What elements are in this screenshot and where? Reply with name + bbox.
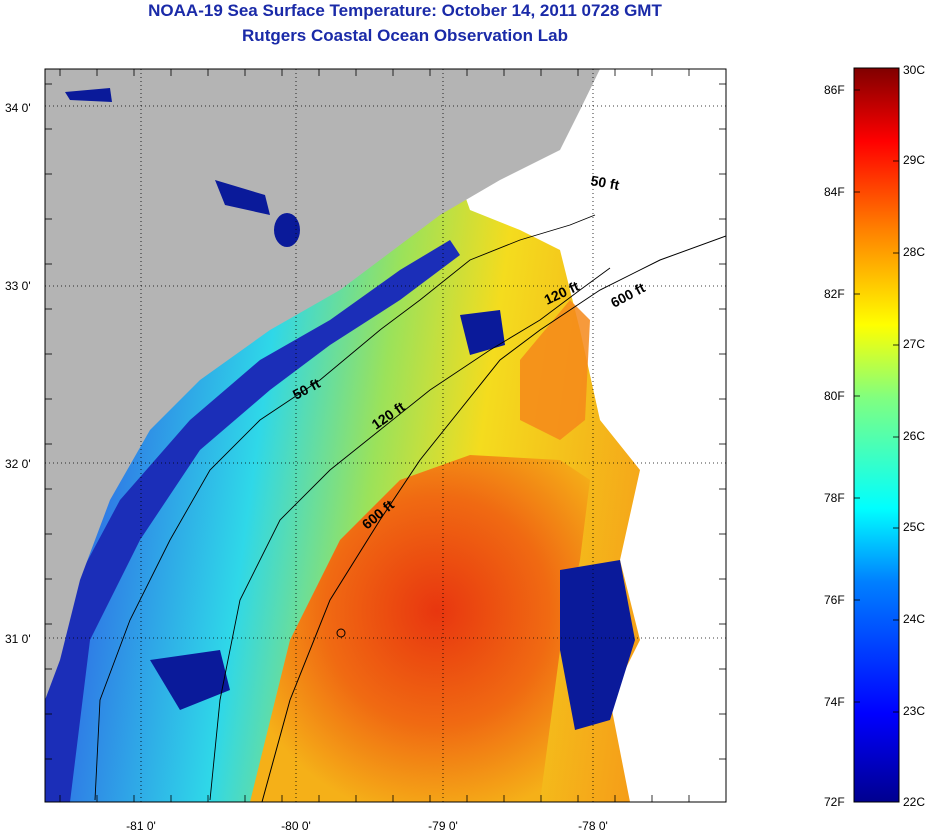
colorbar-f-label: 76F (824, 593, 845, 607)
lat-tick-label: 34 0' (5, 101, 31, 115)
lake-moultrie (215, 180, 270, 215)
map-frame (44, 68, 727, 803)
colorbar-c-label: 29C (903, 153, 925, 167)
colorbar-c-label: 24C (903, 612, 925, 626)
cloud-mask (420, 69, 726, 802)
lon-tick-label: -80 0' (281, 819, 311, 832)
contour-600ft (261, 235, 726, 802)
colorbar-c-label: 23C (903, 704, 925, 718)
contour-120ft (209, 267, 611, 801)
lon-tick-label: -81 0' (126, 819, 156, 832)
lat-tick-label: 33 0' (5, 279, 31, 293)
land-mass (45, 69, 600, 700)
colorbar-f-label: 72F (824, 795, 845, 809)
lon-tick-label: -78 0' (578, 819, 608, 832)
colorbar-gradient (853, 67, 900, 803)
colorbar-c-label: 27C (903, 337, 925, 351)
colorbar-c-label: 28C (903, 245, 925, 259)
contour-label-50ft-north: 50 ft (589, 172, 620, 193)
colorbar-c-label: 25C (903, 520, 925, 534)
station-marker (336, 628, 346, 638)
colorbar-f-label: 86F (824, 83, 845, 97)
cold-nearshore-band (45, 240, 460, 802)
cold-patch-south (150, 650, 230, 710)
colorbar-c-label: 22C (903, 795, 925, 809)
graticule (45, 69, 726, 802)
colorbar-f-label: 80F (824, 389, 845, 403)
gulf-stream-core (250, 455, 590, 802)
map-title: NOAA-19 Sea Surface Temperature: October… (148, 1, 662, 20)
cold-patch-mid (460, 310, 505, 355)
lat-tick-label: 31 0' (5, 632, 31, 646)
colorbar-c-label: 26C (903, 429, 925, 443)
colorbar-f-label: 82F (824, 287, 845, 301)
colorbar-f-label: 74F (824, 695, 845, 709)
lake-marion (274, 213, 300, 247)
lake-north (65, 88, 112, 102)
map-subtitle: Rutgers Coastal Ocean Observation Lab (242, 26, 568, 45)
colorbar-c-label: 30C (903, 63, 925, 77)
colorbar-ticks (854, 89, 899, 713)
warm-filament (520, 300, 590, 440)
cold-patch-east (560, 560, 635, 730)
lat-tick-label: 32 0' (5, 457, 31, 471)
lon-tick-label: -79 0' (428, 819, 458, 832)
contour-50ft (94, 214, 596, 801)
colorbar-f-label: 84F (824, 185, 845, 199)
colorbar-f-label: 78F (824, 491, 845, 505)
